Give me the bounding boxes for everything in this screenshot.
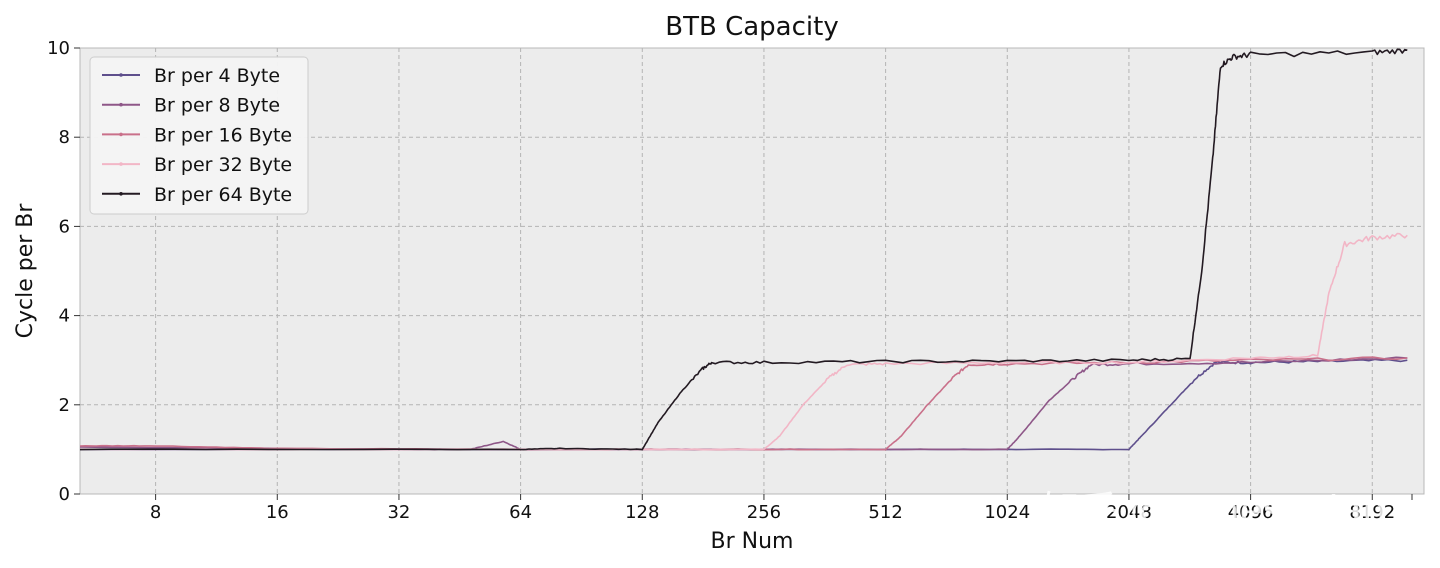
y-axis-label: Cycle per Br [13, 203, 38, 339]
x-tick-label: 256 [747, 502, 781, 523]
legend-marker [119, 162, 123, 166]
x-tick-label: 8192 [1349, 502, 1395, 523]
x-axis-ticks: 8 16 32 64 128 256 512 1024 2048 4096 8192 [150, 494, 1413, 523]
legend-marker [119, 102, 123, 107]
legend-marker [119, 73, 123, 77]
y-tick-label: 4 [59, 306, 70, 327]
legend-label: Br per 32 Byte [154, 154, 292, 176]
legend-marker [119, 192, 123, 196]
x-tick-label: 1024 [984, 502, 1030, 523]
x-axis-label: Br Num [711, 529, 794, 554]
watermark-text: 知乎 @JamesAslan [1042, 488, 1387, 532]
y-tick-label: 6 [59, 216, 70, 237]
legend-marker [119, 132, 123, 137]
legend: Br per 4 Byte Br per 8 Byte Br per 16 Byte… [89, 56, 309, 215]
series-line-5 [79, 48, 1408, 451]
x-tick-label: 2048 [1106, 502, 1152, 523]
x-tick-label: 4096 [1228, 502, 1274, 523]
y-tick-label: 10 [47, 38, 70, 59]
series-lines [79, 48, 1408, 451]
x-tick-label: 128 [625, 502, 659, 523]
y-tick-label: 2 [59, 395, 70, 416]
x-tick-label: 64 [509, 502, 532, 523]
chart-title: BTB Capacity [665, 12, 838, 42]
legend-label: Br per 8 Byte [154, 95, 280, 117]
legend-label: Br per 16 Byte [154, 124, 292, 146]
grid-lines [80, 48, 1424, 494]
legend-label: Br per 4 Byte [154, 65, 280, 87]
x-tick-label: 16 [266, 502, 289, 523]
y-tick-label: 0 [59, 484, 70, 505]
series-line-2 [79, 356, 1408, 451]
legend-label: Br per 64 Byte [154, 184, 292, 206]
y-tick-label: 8 [59, 127, 70, 148]
x-tick-label: 8 [150, 502, 161, 523]
y-axis-ticks: 0 2 4 6 8 10 [47, 38, 80, 505]
x-tick-label: 512 [868, 502, 902, 523]
x-tick-label: 32 [387, 502, 410, 523]
legend-box [89, 56, 309, 215]
series-line-4 [79, 232, 1408, 451]
